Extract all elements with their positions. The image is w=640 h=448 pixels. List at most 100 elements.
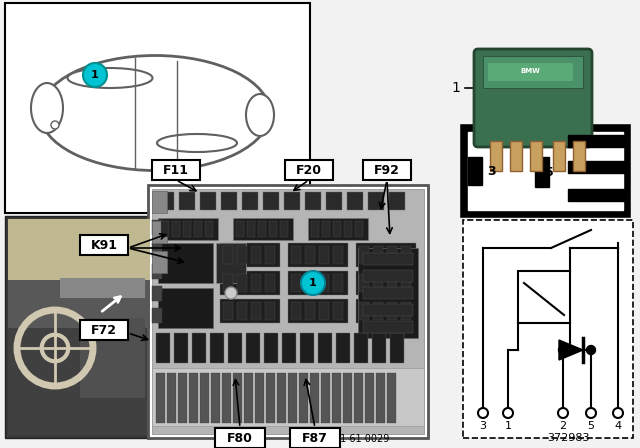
Bar bbox=[247, 221, 255, 237]
Circle shape bbox=[586, 345, 595, 354]
Text: 372983: 372983 bbox=[547, 433, 590, 443]
Bar bbox=[228, 333, 242, 363]
Bar bbox=[178, 373, 187, 423]
Bar bbox=[358, 248, 418, 338]
Text: 2: 2 bbox=[621, 189, 630, 202]
Bar bbox=[237, 274, 247, 292]
Bar bbox=[158, 218, 218, 240]
Bar bbox=[321, 373, 330, 423]
Bar bbox=[363, 253, 413, 265]
Bar bbox=[291, 246, 301, 264]
Bar bbox=[172, 221, 180, 237]
Bar bbox=[237, 246, 247, 264]
Bar bbox=[156, 373, 165, 423]
Text: F72: F72 bbox=[91, 323, 117, 336]
Circle shape bbox=[301, 271, 325, 295]
Bar bbox=[291, 302, 301, 320]
Bar bbox=[223, 246, 233, 264]
Bar bbox=[282, 333, 296, 363]
Text: 1: 1 bbox=[452, 81, 460, 95]
Text: 4: 4 bbox=[614, 421, 621, 431]
Bar bbox=[60, 278, 145, 298]
Bar bbox=[277, 373, 286, 423]
Text: F80: F80 bbox=[227, 431, 253, 444]
Bar bbox=[463, 220, 633, 438]
Bar bbox=[80, 320, 128, 340]
Bar bbox=[152, 251, 167, 273]
Bar bbox=[280, 221, 288, 237]
Text: EO E91 61 0029: EO E91 61 0029 bbox=[311, 434, 389, 444]
Bar bbox=[359, 274, 369, 292]
Text: 5: 5 bbox=[545, 165, 554, 178]
Bar bbox=[401, 274, 411, 292]
Bar bbox=[387, 373, 396, 423]
Bar bbox=[305, 192, 321, 210]
Bar bbox=[264, 333, 278, 363]
Text: F87: F87 bbox=[302, 431, 328, 444]
Bar bbox=[233, 373, 242, 423]
Bar bbox=[158, 243, 213, 283]
Circle shape bbox=[503, 408, 513, 418]
Bar bbox=[285, 160, 333, 180]
Bar bbox=[210, 333, 224, 363]
Bar bbox=[359, 246, 369, 264]
Bar bbox=[390, 333, 404, 363]
Bar bbox=[333, 221, 341, 237]
Bar bbox=[5, 216, 153, 438]
Bar bbox=[269, 221, 277, 237]
Bar bbox=[183, 221, 191, 237]
Circle shape bbox=[51, 121, 59, 129]
Bar bbox=[156, 333, 170, 363]
Bar bbox=[463, 127, 628, 215]
Bar bbox=[368, 192, 384, 210]
Bar bbox=[167, 373, 176, 423]
Bar bbox=[308, 218, 368, 240]
Bar bbox=[387, 274, 397, 292]
Bar bbox=[530, 141, 542, 171]
Bar bbox=[359, 302, 369, 320]
Bar bbox=[573, 141, 585, 171]
Bar bbox=[220, 243, 280, 267]
Bar bbox=[363, 287, 413, 299]
Bar bbox=[236, 221, 244, 237]
Bar bbox=[372, 333, 386, 363]
Bar bbox=[251, 246, 261, 264]
Bar bbox=[251, 302, 261, 320]
Bar bbox=[80, 235, 128, 255]
Bar bbox=[343, 373, 352, 423]
Text: 1: 1 bbox=[621, 134, 630, 147]
Circle shape bbox=[559, 345, 568, 354]
Bar bbox=[205, 221, 213, 237]
Bar bbox=[401, 246, 411, 264]
Bar bbox=[242, 192, 258, 210]
Bar bbox=[223, 302, 233, 320]
Bar bbox=[80, 318, 145, 398]
Bar bbox=[305, 302, 315, 320]
Bar bbox=[300, 333, 314, 363]
Bar bbox=[237, 302, 247, 320]
Bar bbox=[152, 160, 200, 180]
Bar bbox=[319, 302, 329, 320]
Bar bbox=[152, 286, 162, 301]
Circle shape bbox=[558, 408, 568, 418]
Ellipse shape bbox=[157, 134, 237, 152]
Circle shape bbox=[613, 408, 623, 418]
Text: 1: 1 bbox=[91, 70, 99, 80]
Bar bbox=[189, 373, 198, 423]
Bar bbox=[387, 302, 397, 320]
Bar bbox=[354, 373, 363, 423]
Bar bbox=[174, 333, 188, 363]
Bar bbox=[326, 192, 342, 210]
Bar bbox=[568, 135, 626, 147]
Bar bbox=[266, 373, 275, 423]
Bar bbox=[222, 373, 231, 423]
Bar bbox=[347, 192, 363, 210]
Bar bbox=[319, 274, 329, 292]
Bar bbox=[319, 246, 329, 264]
Bar bbox=[8, 219, 150, 283]
Bar bbox=[152, 264, 162, 279]
Bar bbox=[336, 333, 350, 363]
Bar bbox=[152, 242, 162, 257]
Text: F92: F92 bbox=[374, 164, 400, 177]
Bar bbox=[318, 333, 332, 363]
